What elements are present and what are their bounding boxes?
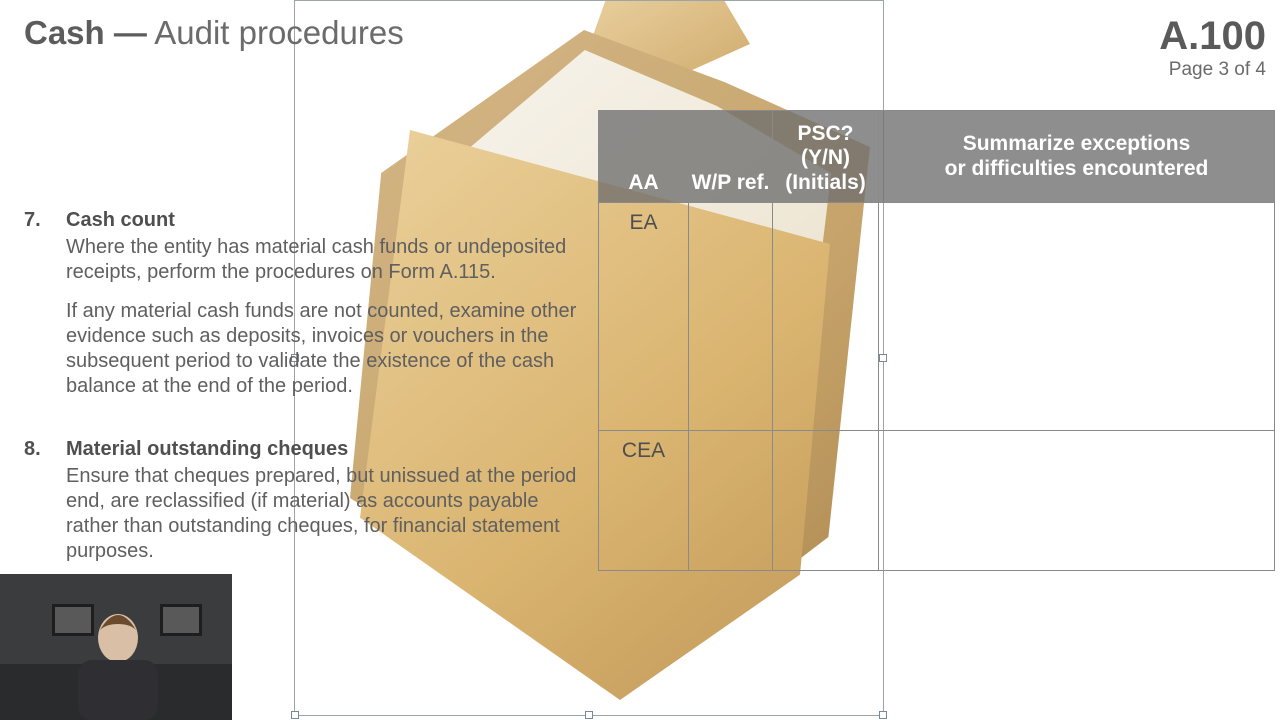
table-header-row: AA W/P ref. PSC? (Y/N) (Initials) Summar… <box>599 111 1275 203</box>
cell-exceptions[interactable] <box>879 203 1275 431</box>
cell-psc[interactable] <box>773 203 879 431</box>
cell-psc[interactable] <box>773 431 879 571</box>
resize-handle-bottom-left[interactable] <box>291 711 299 719</box>
table-row: EA <box>599 203 1275 431</box>
cell-wp[interactable] <box>689 203 773 431</box>
procedure-number: 7. <box>24 208 48 413</box>
cell-exceptions[interactable] <box>879 431 1275 571</box>
document-code: A.100 <box>1159 14 1266 58</box>
presenter-webcam <box>0 574 232 720</box>
resize-handle-bottom-right[interactable] <box>879 711 887 719</box>
procedure-paragraph: If any material cash funds are not count… <box>66 299 584 399</box>
col-header-exceptions: Summarize exceptions or difficulties enc… <box>879 111 1275 203</box>
page-title-rest: Audit procedures <box>147 14 404 51</box>
cell-aa: EA <box>599 203 689 431</box>
procedure-item: 7. Cash count Where the entity has mater… <box>24 208 584 413</box>
page-title-strong: Cash — <box>24 14 147 51</box>
col-header-aa: AA <box>599 111 689 203</box>
cell-wp[interactable] <box>689 431 773 571</box>
col-header-psc: PSC? (Y/N) (Initials) <box>773 111 879 203</box>
table-row: CEA <box>599 431 1275 571</box>
procedure-title: Cash count <box>66 208 584 233</box>
procedure-title: Material outstanding cheques <box>66 437 584 462</box>
procedure-number: 8. <box>24 437 48 578</box>
audit-table: AA W/P ref. PSC? (Y/N) (Initials) Summar… <box>598 110 1275 571</box>
col-header-wp: W/P ref. <box>689 111 773 203</box>
page-title: Cash — Audit procedures <box>24 14 404 52</box>
cell-aa: CEA <box>599 431 689 571</box>
procedures-list: 7. Cash count Where the entity has mater… <box>24 208 584 602</box>
procedure-item: 8. Material outstanding cheques Ensure t… <box>24 437 584 578</box>
page-indicator: Page 3 of 4 <box>1159 60 1266 81</box>
resize-handle-bottom[interactable] <box>585 711 593 719</box>
procedure-paragraph: Ensure that cheques prepared, but unissu… <box>66 464 584 564</box>
document-reference: A.100 Page 3 of 4 <box>1159 14 1266 81</box>
procedure-paragraph: Where the entity has material cash funds… <box>66 235 584 285</box>
